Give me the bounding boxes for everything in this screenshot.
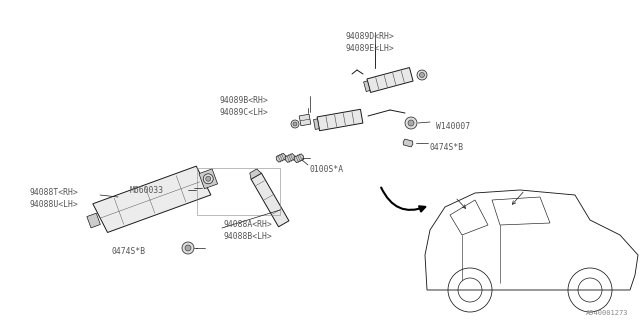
Text: 94089C<LH>: 94089C<LH> — [220, 108, 269, 117]
Circle shape — [293, 122, 297, 126]
Polygon shape — [93, 166, 211, 232]
Polygon shape — [367, 68, 413, 92]
Polygon shape — [199, 169, 218, 189]
Polygon shape — [181, 184, 191, 192]
Polygon shape — [364, 81, 370, 92]
Text: 94089D<RH>: 94089D<RH> — [345, 32, 394, 41]
Text: A940001273: A940001273 — [586, 310, 628, 316]
Polygon shape — [300, 114, 311, 126]
Text: 0474S*B: 0474S*B — [430, 143, 464, 152]
Polygon shape — [403, 139, 413, 147]
Circle shape — [175, 183, 185, 193]
Text: 94088T<RH>: 94088T<RH> — [30, 188, 79, 197]
Text: 94088U<LH>: 94088U<LH> — [30, 200, 79, 209]
Circle shape — [417, 70, 427, 80]
Polygon shape — [314, 119, 319, 129]
Text: 94088B<LH>: 94088B<LH> — [224, 232, 273, 241]
Text: W140007: W140007 — [436, 122, 470, 131]
Text: M660033: M660033 — [130, 186, 164, 195]
Circle shape — [182, 242, 194, 254]
Circle shape — [185, 245, 191, 251]
Text: 94089E<LH>: 94089E<LH> — [345, 44, 394, 53]
Polygon shape — [250, 169, 262, 179]
Circle shape — [177, 186, 182, 190]
FancyArrowPatch shape — [381, 188, 425, 212]
Circle shape — [405, 117, 417, 129]
Text: 94088A<RH>: 94088A<RH> — [224, 220, 273, 229]
Text: 94089B<RH>: 94089B<RH> — [220, 96, 269, 105]
Circle shape — [419, 73, 424, 77]
Polygon shape — [285, 154, 295, 163]
Text: 0100S*A: 0100S*A — [310, 165, 344, 174]
Text: 0474S*B: 0474S*B — [112, 247, 146, 256]
Circle shape — [291, 120, 299, 128]
Polygon shape — [276, 153, 286, 162]
Polygon shape — [317, 109, 363, 131]
Circle shape — [408, 120, 414, 126]
Circle shape — [204, 174, 213, 184]
Polygon shape — [87, 213, 100, 228]
Circle shape — [206, 176, 211, 181]
Polygon shape — [294, 154, 304, 163]
Polygon shape — [251, 173, 289, 227]
